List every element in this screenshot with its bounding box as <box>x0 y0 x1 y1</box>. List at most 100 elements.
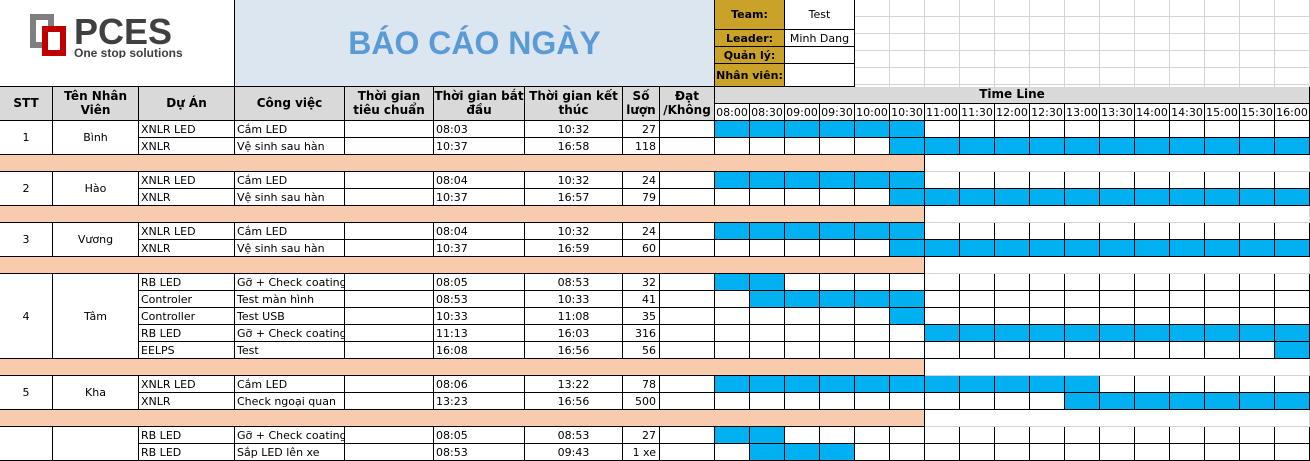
timeline-cell[interactable] <box>960 291 995 308</box>
timeline-cell[interactable] <box>960 172 995 189</box>
timeline-bar[interactable] <box>855 291 890 308</box>
empty-cell[interactable] <box>1170 34 1205 51</box>
timeline-cell[interactable] <box>995 274 1030 291</box>
timeline-bar[interactable] <box>1205 138 1240 155</box>
timeline-cell[interactable] <box>785 427 820 444</box>
empty-cell[interactable] <box>1205 34 1240 51</box>
end-time-cell[interactable]: 10:32 <box>525 223 623 240</box>
timeline-bar[interactable] <box>925 138 960 155</box>
timeline-bar[interactable] <box>960 240 995 257</box>
empty-cell[interactable] <box>1205 17 1240 34</box>
timeline-cell[interactable] <box>1030 444 1065 461</box>
timeline-cell[interactable] <box>960 121 995 138</box>
timeline-bar[interactable] <box>1065 393 1100 410</box>
pass-cell[interactable] <box>660 444 715 461</box>
timeline-cell[interactable] <box>1170 427 1205 444</box>
empty-cell[interactable] <box>1100 0 1135 17</box>
timeline-cell[interactable] <box>820 427 855 444</box>
empty-cell[interactable] <box>1240 17 1275 34</box>
empty-cell[interactable] <box>1100 17 1135 34</box>
timeline-cell[interactable] <box>1065 444 1100 461</box>
timeline-bar[interactable] <box>890 172 925 189</box>
timeline-cell[interactable] <box>715 308 750 325</box>
empty-cell[interactable] <box>855 34 890 51</box>
timeline-bar[interactable] <box>1170 325 1205 342</box>
pass-cell[interactable] <box>660 325 715 342</box>
end-time-cell[interactable]: 16:59 <box>525 240 623 257</box>
timeline-cell[interactable] <box>995 121 1030 138</box>
std-time-cell[interactable] <box>345 138 434 155</box>
project-cell[interactable]: RB LED <box>139 427 235 444</box>
start-time-cell[interactable]: 08:04 <box>434 223 525 240</box>
project-cell[interactable]: XNLR <box>139 189 235 206</box>
timeline-bar[interactable] <box>1065 138 1100 155</box>
timeline-bar[interactable] <box>750 121 785 138</box>
empty-cell[interactable] <box>1240 34 1275 51</box>
timeline-cell[interactable] <box>785 274 820 291</box>
timeline-bar[interactable] <box>1065 325 1100 342</box>
end-time-cell[interactable]: 08:53 <box>525 274 623 291</box>
timeline-cell[interactable] <box>1205 274 1240 291</box>
end-time-cell[interactable]: 16:03 <box>525 325 623 342</box>
timeline-bar[interactable] <box>715 121 750 138</box>
timeline-cell[interactable] <box>925 427 960 444</box>
timeline-cell[interactable] <box>1170 223 1205 240</box>
pass-cell[interactable] <box>660 342 715 359</box>
timeline-cell[interactable] <box>715 189 750 206</box>
timeline-cell[interactable] <box>1065 172 1100 189</box>
task-cell[interactable]: Sắp LED lên xe <box>235 444 345 461</box>
timeline-bar[interactable] <box>1065 189 1100 206</box>
timeline-bar[interactable] <box>890 240 925 257</box>
std-time-cell[interactable] <box>345 376 434 393</box>
timeline-cell[interactable] <box>785 342 820 359</box>
empty-cell[interactable] <box>1135 17 1170 34</box>
timeline-cell[interactable] <box>890 444 925 461</box>
timeline-bar[interactable] <box>1135 138 1170 155</box>
timeline-cell[interactable] <box>855 274 890 291</box>
timeline-bar[interactable] <box>1100 240 1135 257</box>
empty-cell[interactable] <box>960 17 995 34</box>
pass-cell[interactable] <box>660 274 715 291</box>
timeline-bar[interactable] <box>1205 393 1240 410</box>
timeline-cell[interactable] <box>750 308 785 325</box>
start-time-cell[interactable]: 10:33 <box>434 308 525 325</box>
timeline-bar[interactable] <box>1030 240 1065 257</box>
timeline-bar[interactable] <box>1030 189 1065 206</box>
timeline-cell[interactable] <box>1205 223 1240 240</box>
end-time-cell[interactable]: 10:32 <box>525 121 623 138</box>
timeline-bar[interactable] <box>890 138 925 155</box>
timeline-bar[interactable] <box>960 138 995 155</box>
empty-cell[interactable] <box>960 0 995 17</box>
end-time-cell[interactable]: 16:57 <box>525 189 623 206</box>
timeline-cell[interactable] <box>715 342 750 359</box>
pass-cell[interactable] <box>660 223 715 240</box>
timeline-cell[interactable] <box>750 325 785 342</box>
timeline-cell[interactable] <box>890 342 925 359</box>
empty-cell[interactable] <box>1275 34 1310 51</box>
info-value[interactable] <box>785 64 855 87</box>
task-cell[interactable]: Test USB <box>235 308 345 325</box>
empty-cell[interactable] <box>1100 51 1135 68</box>
timeline-bar[interactable] <box>715 223 750 240</box>
timeline-cell[interactable] <box>1065 223 1100 240</box>
timeline-bar[interactable] <box>1100 325 1135 342</box>
project-cell[interactable]: RB LED <box>139 444 235 461</box>
timeline-cell[interactable] <box>1170 172 1205 189</box>
project-cell[interactable]: RB LED <box>139 325 235 342</box>
timeline-bar[interactable] <box>1240 240 1275 257</box>
timeline-bar[interactable] <box>855 376 890 393</box>
empty-cell[interactable] <box>1030 51 1065 68</box>
timeline-cell[interactable] <box>1275 223 1310 240</box>
empty-cell[interactable] <box>1100 34 1135 51</box>
timeline-bar[interactable] <box>890 223 925 240</box>
timeline-cell[interactable] <box>785 138 820 155</box>
end-time-cell[interactable]: 09:43 <box>525 444 623 461</box>
empty-cell[interactable] <box>1170 51 1205 68</box>
timeline-bar[interactable] <box>715 274 750 291</box>
end-time-cell[interactable]: 16:56 <box>525 393 623 410</box>
timeline-cell[interactable] <box>750 138 785 155</box>
timeline-cell[interactable] <box>750 393 785 410</box>
timeline-cell[interactable] <box>960 444 995 461</box>
timeline-bar[interactable] <box>1030 138 1065 155</box>
timeline-cell[interactable] <box>1135 427 1170 444</box>
